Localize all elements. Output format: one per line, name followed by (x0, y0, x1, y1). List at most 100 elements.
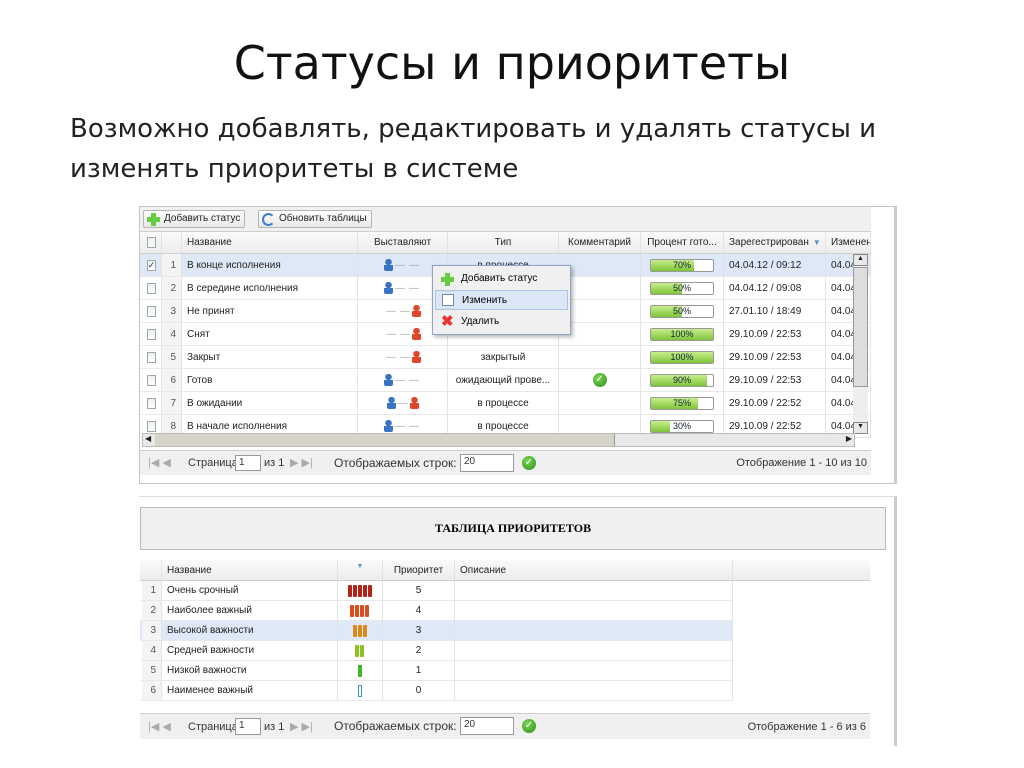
page-label: Страница (188, 721, 238, 733)
page-count: из 1 (264, 457, 285, 469)
priority-row[interactable]: 5 Низкой важности 1 (140, 661, 733, 681)
priority-description (455, 661, 733, 680)
user-blue-icon (386, 397, 396, 409)
status-row[interactable]: 3 Не принят — — 50% 27.01.10 / 18:49 04.0… (140, 300, 871, 323)
registered-date: 29.10.09 / 22:53 (724, 346, 826, 368)
menu-add-label: Добавить статус (461, 273, 538, 284)
progress-bar: 100% (650, 350, 714, 364)
status-row[interactable]: 2 В середине исполнения — — 50% 04.04.12 … (140, 277, 871, 300)
row-checkbox[interactable] (147, 328, 156, 340)
rows-input[interactable]: 20 (460, 454, 514, 472)
row-number: 7 (162, 392, 182, 414)
priority-level-icon (338, 581, 383, 600)
dash-icon: — (400, 305, 410, 317)
registered-date: 04.04.12 / 09:12 (724, 254, 826, 276)
priority-level-icon (338, 621, 383, 640)
row-checkbox[interactable] (147, 351, 156, 363)
refresh-label: Обновить таблицы (279, 213, 367, 224)
col-registered[interactable]: Зарегестрирован ▼ (724, 232, 826, 253)
priority-row[interactable]: 2 Наиболее важный 4 (140, 601, 733, 621)
status-type: ожидающий прове... (448, 369, 559, 391)
user-red-icon (412, 328, 421, 340)
col-name[interactable]: Название (162, 560, 338, 580)
col-percent[interactable]: Процент гото... (641, 232, 724, 253)
priority-value: 0 (383, 681, 455, 700)
row-checkbox[interactable]: ✓ (146, 259, 157, 271)
status-type: закрытый (448, 346, 559, 368)
next-page-icon[interactable]: ▶ ▶| (290, 721, 313, 733)
col-type[interactable]: Тип (448, 232, 559, 253)
priority-grid-header: Название ▼ Приоритет Описание (140, 560, 870, 581)
horizontal-scrollbar[interactable]: ◀ ▶ (142, 433, 855, 447)
status-row[interactable]: 6 Готов — — ожидающий прове... ✓ 90% 29.1… (140, 369, 871, 392)
vertical-scrollbar[interactable]: ▲ ▼ (853, 254, 868, 434)
col-description[interactable]: Описание (455, 560, 733, 580)
priority-row[interactable]: 4 Средней важности 2 (140, 641, 733, 661)
apply-check-icon[interactable]: ✓ (522, 456, 536, 470)
first-page-icon[interactable]: |◀ ◀ (148, 457, 171, 469)
page-input[interactable]: 1 (235, 455, 261, 471)
priority-row[interactable]: 6 Наименее важный 0 (140, 681, 733, 701)
col-icon[interactable]: ▼ (338, 560, 383, 580)
row-number: 6 (162, 369, 182, 391)
comment (559, 392, 641, 414)
slide-subtitle-line-1: Возможно добавлять, редактировать и удал… (70, 114, 877, 144)
priority-description (455, 621, 733, 640)
row-number: 2 (142, 601, 162, 620)
priority-name: Наименее важный (162, 681, 338, 700)
dash-icon: — (386, 351, 396, 363)
priority-row[interactable]: 1 Очень срочный 5 (140, 581, 733, 601)
col-priority[interactable]: Приоритет (383, 560, 455, 580)
priority-pager: |◀ ◀ Страница 1 из 1 ▶ ▶| Отображаемых с… (140, 713, 870, 739)
rows-label: Отображаемых строк: (334, 719, 457, 733)
dash-icon: — (409, 259, 419, 271)
status-toolbar: Добавить статус Обновить таблицы (140, 207, 871, 232)
priority-name: Очень срочный (162, 581, 338, 600)
menu-delete[interactable]: ✖ Удалить (435, 312, 568, 332)
col-comment[interactable]: Комментарий (559, 232, 641, 253)
setters: — — (358, 415, 448, 437)
progress-bar: 70% (650, 258, 714, 272)
dash-icon: — (409, 282, 419, 294)
status-name: В конце исполнения (182, 254, 358, 276)
row-checkbox[interactable] (147, 420, 156, 432)
col-setters[interactable]: Выставляют (358, 232, 448, 253)
priority-row[interactable]: 3 Высокой важности 3 (140, 621, 733, 641)
modified-date: 04.04 (826, 346, 871, 368)
apply-check-icon[interactable]: ✓ (522, 719, 536, 733)
modified-date: 04.04 (826, 369, 871, 391)
row-checkbox[interactable] (147, 374, 156, 386)
status-row[interactable]: 5 Закрыт — — закрытый 100% 29.10.09 / 22:… (140, 346, 871, 369)
progress-bar: 30% (650, 419, 714, 433)
status-row[interactable]: 4 Снят — — 100% 29.10.09 / 22:53 04.04 (140, 323, 871, 346)
priority-description (455, 581, 733, 600)
dash-icon: — (386, 305, 396, 317)
dash-icon: — (400, 328, 410, 340)
row-checkbox[interactable] (147, 305, 156, 317)
rows-input[interactable]: 20 (460, 717, 514, 735)
progress-label: 100% (670, 328, 694, 339)
page-input[interactable]: 1 (235, 718, 261, 735)
priority-value: 4 (383, 601, 455, 620)
col-modified[interactable]: Изменен (826, 232, 871, 253)
comment (559, 277, 641, 299)
next-page-icon[interactable]: ▶ ▶| (290, 457, 313, 469)
menu-edit[interactable]: Изменить (435, 290, 568, 310)
row-number: 1 (162, 254, 182, 276)
row-checkbox[interactable] (147, 397, 156, 409)
col-name[interactable]: Название (182, 232, 358, 253)
status-pager: |◀ ◀ Страница 1 из 1 ▶ ▶| Отображаемых с… (140, 450, 871, 475)
plus-icon (147, 213, 160, 226)
add-status-button[interactable]: Добавить статус (143, 210, 246, 228)
status-row[interactable]: 7 В ожидании — в процессе 75% 29.10.09 /… (140, 392, 871, 415)
first-page-icon[interactable]: |◀ ◀ (148, 721, 171, 733)
refresh-tables-button[interactable]: Обновить таблицы (258, 210, 372, 228)
select-all-checkbox[interactable] (147, 237, 156, 248)
progress-label: 100% (670, 351, 694, 362)
priority-description (455, 601, 733, 620)
priority-value: 5 (383, 581, 455, 600)
col-registered-label: Зарегестрирован (729, 237, 809, 248)
row-checkbox[interactable] (147, 282, 156, 294)
priority-description (455, 681, 733, 700)
menu-add-status[interactable]: Добавить статус (435, 269, 568, 289)
